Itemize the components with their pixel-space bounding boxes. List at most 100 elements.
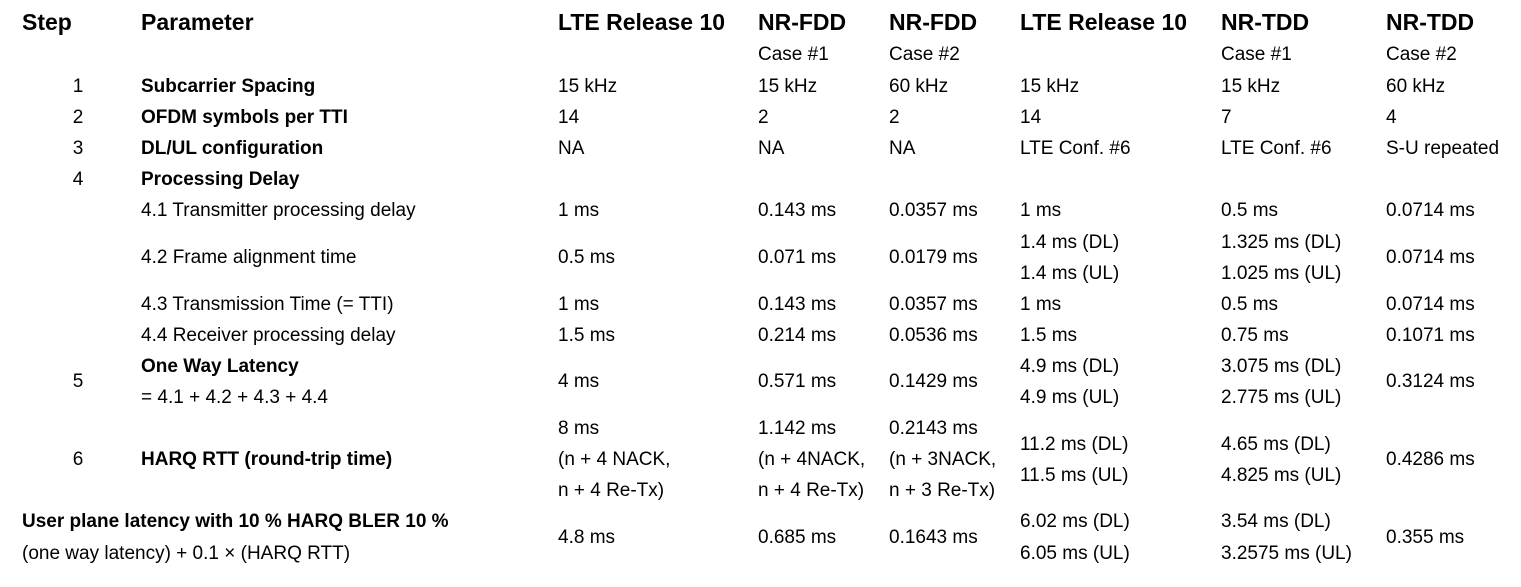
step-number: 1 [72, 76, 84, 97]
cell-value: n + 4 Re-Tx) [558, 480, 665, 502]
cell-value: 0.0179 ms [889, 247, 978, 269]
parameter: OFDM symbols per TTI [141, 107, 348, 129]
cell-value: NA [758, 138, 785, 160]
column-subtitle: Case #1 [758, 44, 829, 65]
column-subtitle: Case #1 [1221, 44, 1292, 65]
cell-value: 60 kHz [1386, 76, 1446, 97]
cell-value: 0.0714 ms [1386, 293, 1475, 315]
parameter: DL/UL configuration [141, 138, 324, 160]
cell-value: 1 ms [558, 293, 600, 315]
cell-value: 0.3124 ms [1386, 371, 1475, 393]
column-title: Parameter [141, 9, 254, 35]
cell-value: LTE Conf. #6 [1020, 138, 1131, 160]
cell-value: 0.0714 ms [1386, 247, 1475, 269]
cell-value: 2.775 ms (UL) [1221, 387, 1342, 408]
cell-value: NA [558, 138, 585, 160]
cell-value: 15 kHz [758, 76, 818, 97]
cell-value: 0.2143 ms [889, 418, 978, 440]
cell-value: 7 [1221, 107, 1232, 129]
cell-value: 6.05 ms (UL) [1020, 542, 1130, 564]
cell-value: 0.5 ms [558, 247, 616, 269]
cell-value: 11.2 ms (DL) [1020, 433, 1129, 455]
cell-value: 0.071 ms [758, 247, 837, 269]
cell-value: 0.5 ms [1221, 200, 1279, 222]
column-title: NR-FDD [889, 9, 978, 35]
cell-value: 3.54 ms (DL) [1221, 511, 1331, 533]
cell-value: 15 kHz [1020, 76, 1080, 97]
cell-value: 1 ms [558, 200, 600, 222]
cell-value: 0.4286 ms [1386, 449, 1475, 471]
cell-value: 1.4 ms (DL) [1020, 231, 1120, 253]
column-title: LTE Release 10 [558, 9, 726, 35]
parameter: User plane latency with 10 % HARQ BLER 1… [22, 511, 449, 533]
cell-value: n + 3 Re-Tx) [889, 480, 996, 502]
cell-value: (n + 4NACK, [758, 449, 866, 471]
cell-value: 4 ms [558, 371, 600, 393]
cell-value: LTE Conf. #6 [1221, 138, 1332, 160]
cell-value: 15 kHz [558, 76, 618, 97]
parameter: 4.2 Frame alignment time [141, 247, 357, 269]
cell-value: 4.8 ms [558, 526, 616, 548]
cell-value: 1 ms [1020, 293, 1062, 315]
cell-value: 1.5 ms [558, 324, 616, 346]
cell-value: 2 [758, 107, 769, 129]
cell-value: 0.571 ms [758, 371, 837, 393]
cell-value: 0.1071 ms [1386, 324, 1475, 346]
cell-value: 4.9 ms (DL) [1020, 355, 1120, 377]
cell-value: 3.2575 ms (UL) [1221, 542, 1352, 564]
cell-value: (n + 3NACK, [889, 449, 997, 471]
parameter: 4.1 Transmitter processing delay [141, 200, 416, 222]
step-number: 2 [72, 107, 84, 129]
cell-value: 1.5 ms [1020, 324, 1078, 346]
cell-value: (n + 4 NACK, [558, 449, 671, 471]
cell-value: 2 [889, 107, 900, 129]
cell-value: 14 [558, 107, 580, 129]
cell-value: 0.0714 ms [1386, 200, 1475, 222]
cell-value: NA [889, 138, 916, 160]
column-title: LTE Release 10 [1020, 9, 1188, 35]
cell-value: n + 4 Re-Tx) [758, 480, 865, 502]
cell-value: 60 kHz [889, 76, 949, 97]
cell-value: 0.75 ms [1221, 324, 1289, 346]
cell-value: 1.4 ms (UL) [1020, 262, 1120, 284]
cell-value: 4.825 ms (UL) [1221, 464, 1342, 486]
cell-value: 0.214 ms [758, 324, 837, 346]
cell-value: 1 ms [1020, 200, 1062, 222]
column-title: NR-TDD [1221, 9, 1310, 35]
cell-value: 0.0536 ms [889, 324, 978, 346]
column-subtitle: Case #2 [1386, 44, 1457, 65]
column-title: Step [22, 9, 72, 35]
step-number: 5 [72, 371, 84, 393]
cell-value: 15 kHz [1221, 76, 1281, 97]
step-number: 3 [72, 138, 84, 160]
cell-value: 3.075 ms (DL) [1221, 355, 1342, 377]
cell-value: 14 [1020, 107, 1042, 129]
parameter: = 4.1 + 4.2 + 4.3 + 4.4 [141, 387, 328, 408]
cell-value: 0.685 ms [758, 526, 837, 548]
step-number: 4 [72, 169, 84, 191]
parameter: 4.4 Receiver processing delay [141, 324, 396, 346]
cell-value: 0.1643 ms [889, 526, 978, 548]
cell-value: 1.025 ms (UL) [1221, 262, 1342, 284]
cell-value: 8 ms [558, 418, 600, 440]
cell-value: 11.5 ms (UL) [1020, 464, 1129, 486]
cell-value: S-U repeated [1386, 138, 1500, 160]
cell-value: 0.1429 ms [889, 371, 978, 393]
cell-value: 4 [1386, 107, 1397, 129]
cell-value: 0.143 ms [758, 293, 837, 315]
column-title: NR-TDD [1386, 9, 1475, 35]
cell-value: 0.0357 ms [889, 200, 978, 222]
parameter: Subcarrier Spacing [141, 76, 316, 97]
cell-value: 4.9 ms (UL) [1020, 387, 1120, 408]
cell-value: 0.355 ms [1386, 526, 1465, 548]
cell-value: 6.02 ms (DL) [1020, 511, 1130, 533]
parameter: 4.3 Transmission Time (= TTI) [141, 293, 394, 315]
parameter: Processing Delay [141, 169, 300, 191]
parameter: One Way Latency [141, 355, 299, 377]
cell-value: 0.143 ms [758, 200, 837, 222]
column-title: NR-FDD [758, 9, 847, 35]
cell-value: 0.0357 ms [889, 293, 978, 315]
column-subtitle: Case #2 [889, 44, 960, 65]
cell-value: 1.325 ms (DL) [1221, 231, 1342, 253]
